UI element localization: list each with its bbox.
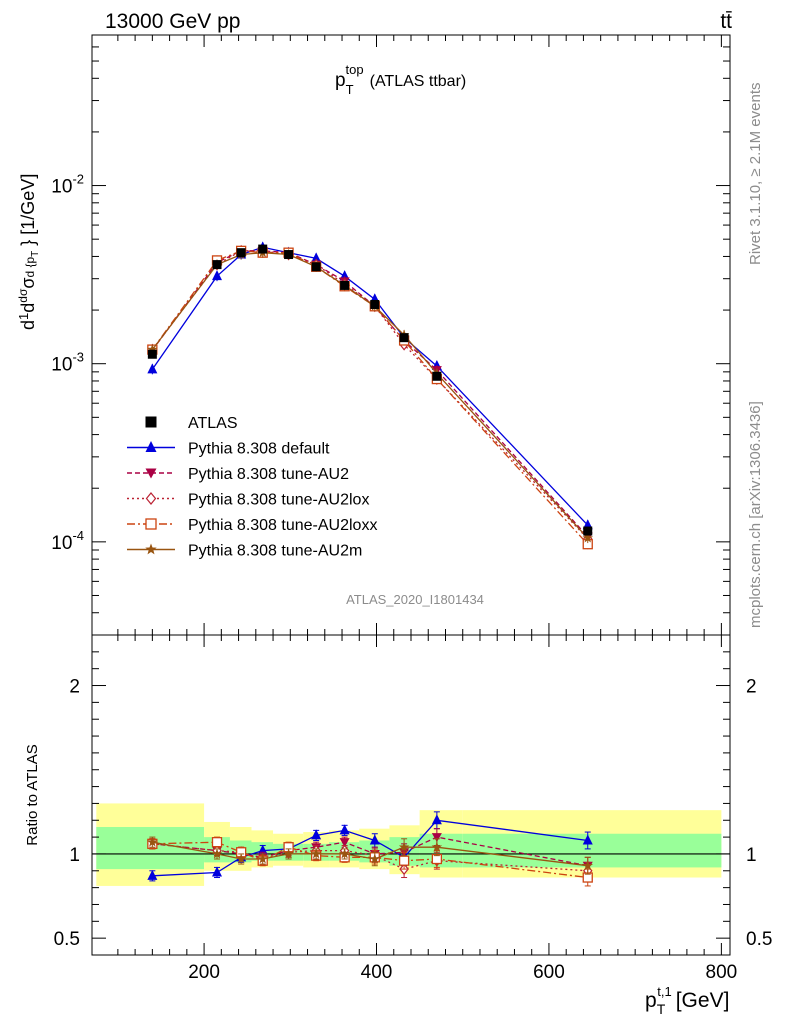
legend-marker (145, 468, 157, 479)
data-point (147, 344, 158, 354)
data-point (212, 260, 222, 270)
ratio-point (582, 860, 593, 871)
ratio-axis-ticks (92, 635, 730, 955)
legend-marker (145, 441, 157, 452)
data-point (370, 299, 380, 309)
series-line (151, 246, 589, 526)
legend: ATLAS Pythia 8.308 default Pythia 8.308 tu… (127, 415, 377, 560)
ratio-point (369, 834, 380, 845)
legend-label: Pythia 8.308 tune-AU2 (188, 466, 349, 483)
data-point (582, 532, 593, 543)
data-point (147, 363, 158, 374)
legend-label: Pythia 8.308 default (188, 441, 330, 458)
ratio-point (310, 848, 322, 859)
data-point (583, 526, 593, 536)
y-tick-label: 10-4 (51, 528, 84, 554)
legend-label: Pythia 8.308 tune-AU2loxx (188, 517, 377, 534)
ratio-point (147, 869, 158, 880)
data-point (258, 244, 268, 254)
data-point (212, 270, 223, 281)
ratio-point (339, 838, 350, 848)
ratio-point (235, 853, 247, 864)
data-point (147, 349, 157, 359)
data-point (311, 262, 321, 272)
plot-title: pTtop(ATLAS ttbar) (335, 62, 466, 97)
ratio-y-tick-label: 0.5 (54, 929, 80, 950)
legend-label: ATLAS (188, 415, 238, 432)
data-point (284, 250, 294, 260)
ratio-y-axis-label: Ratio to ATLAS (24, 744, 41, 845)
ratio-point (398, 855, 410, 866)
y-tick-label: 10-3 (51, 350, 84, 376)
legend-marker (145, 543, 157, 555)
ratio-data-layer (147, 811, 593, 887)
ratio-point (211, 837, 223, 848)
x-tick-label: 200 (188, 962, 220, 983)
ratio-y-tick-label: 2 (69, 677, 80, 698)
ratio-point (311, 829, 322, 840)
legend-label: Pythia 8.308 tune-AU2m (188, 543, 362, 560)
process-label: tt̄ (720, 10, 732, 33)
data-point (399, 333, 409, 343)
ratio-point (431, 833, 442, 843)
rivet-label: Rivet 3.1.10, ≥ 2.1M events (747, 83, 764, 266)
x-axis-label: pTt,1 [GeV] (645, 984, 729, 1017)
svg-text:d1ddσσd {pT } [1/GeV]: d1ddσσd {pT } [1/GeV] (16, 174, 41, 330)
x-tick-label: 600 (533, 962, 565, 983)
ratio-y-tick-label: 1 (69, 845, 80, 866)
x-tick-label: 400 (361, 962, 393, 983)
main-y-axis-label: d1ddσσd {pT } [1/GeV] (16, 174, 41, 330)
data-point (311, 252, 322, 263)
ratio-point (212, 866, 223, 877)
ratio-point (147, 836, 158, 847)
ratio-point (398, 841, 410, 852)
data-point (236, 248, 246, 258)
legend-marker (145, 492, 157, 505)
mcplots-label: mcplots.cern.ch [arXiv:1306.3436] (747, 401, 764, 628)
data-point (432, 371, 442, 381)
ratio-point (339, 848, 350, 859)
ratio-plot-frame (91, 634, 731, 956)
ratio-point (431, 814, 442, 825)
y-tick-label: 10-2 (51, 172, 84, 198)
ratio-point (369, 853, 380, 864)
ratio-y-tick-label-right: 2 (746, 677, 757, 698)
legend-marker (145, 416, 157, 428)
data-point (340, 280, 350, 290)
ratio-point (257, 853, 268, 864)
legend-marker (145, 518, 157, 530)
main-y-tick-labels: 10-2 10-3 10-4 (51, 172, 84, 554)
legend-label: Pythia 8.308 tune-AU2lox (188, 492, 369, 509)
ratio-point (283, 848, 294, 859)
ratio-y-tick-label-right: 1 (746, 845, 757, 866)
energy-label: 13000 GeV pp (105, 10, 240, 33)
ratio-point (339, 824, 350, 835)
x-tick-labels: 200 400 600 800 (188, 962, 737, 983)
ratio-y-tick-label-right: 0.5 (746, 929, 772, 950)
ratio-y-tick-labels: 0.5 0.5 1 1 2 2 (54, 677, 773, 951)
analysis-label: ATLAS_2020_I1801434 (346, 592, 484, 607)
ratio-point (582, 834, 593, 845)
ratio-point (431, 841, 443, 852)
main-data-layer (147, 241, 593, 550)
ratio-point (211, 848, 223, 859)
series-line (151, 250, 589, 538)
x-tick-label: 800 (706, 962, 738, 983)
